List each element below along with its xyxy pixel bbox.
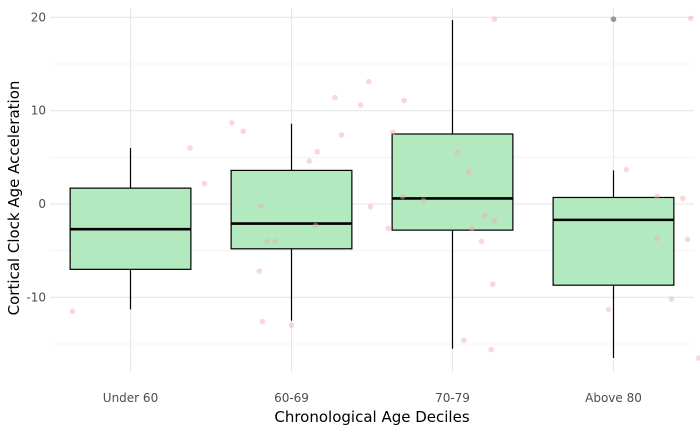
- x-tick-label: 60-69: [274, 391, 309, 405]
- data-point: [454, 149, 461, 156]
- data-point: [259, 318, 266, 325]
- data-point: [264, 238, 271, 245]
- data-point: [201, 180, 208, 187]
- data-point: [314, 148, 321, 155]
- data-point: [696, 355, 700, 361]
- data-point: [491, 218, 498, 224]
- data-point: [623, 166, 630, 173]
- data-point: [312, 222, 319, 229]
- box-above-80: [552, 16, 675, 358]
- box-iqr: [391, 133, 514, 231]
- x-tick-label: 70-79: [435, 391, 470, 405]
- data-point: [605, 306, 612, 313]
- y-tick-labels: -10 0 10 20: [26, 10, 46, 304]
- data-point: [668, 296, 675, 303]
- data-point: [288, 322, 295, 329]
- boxes: [69, 16, 675, 358]
- data-point: [385, 225, 391, 232]
- data-point: [390, 129, 396, 135]
- box-70-79: [391, 20, 514, 349]
- box-60-69: [230, 123, 353, 321]
- jitter-points: [69, 15, 700, 361]
- data-point: [306, 158, 313, 164]
- data-point: [469, 225, 475, 232]
- box-under-60: [69, 148, 192, 310]
- x-tick-labels: Under 60 60-69 70-79 Above 80: [103, 391, 642, 405]
- data-point: [684, 236, 691, 243]
- box-iqr: [230, 169, 353, 250]
- data-point: [420, 197, 427, 204]
- box-iqr: [552, 196, 675, 286]
- data-point: [187, 145, 193, 151]
- y-tick-label: -10: [26, 290, 46, 304]
- y-tick-label: 10: [31, 104, 46, 118]
- data-point: [687, 15, 694, 22]
- x-tick-label: Above 80: [585, 391, 642, 405]
- data-point: [256, 268, 263, 275]
- data-point: [488, 346, 494, 353]
- data-point: [357, 102, 364, 108]
- data-point: [654, 193, 660, 200]
- data-point: [272, 238, 279, 245]
- data-point: [229, 120, 235, 126]
- x-axis-title: Chronological Age Deciles: [274, 408, 469, 426]
- data-point: [258, 203, 264, 209]
- data-point: [338, 132, 345, 138]
- data-point: [679, 195, 686, 202]
- outlier-point: [610, 16, 617, 23]
- data-point: [478, 238, 485, 245]
- x-tick-label: Under 60: [103, 391, 158, 405]
- data-point: [489, 281, 496, 288]
- data-point: [460, 337, 467, 344]
- data-point: [491, 16, 498, 23]
- y-tick-label: 0: [38, 197, 46, 211]
- data-point: [365, 78, 372, 85]
- data-point: [69, 308, 76, 315]
- y-tick-label: 20: [31, 10, 46, 24]
- data-point: [332, 94, 338, 101]
- data-point: [401, 97, 408, 104]
- data-point: [367, 204, 374, 210]
- data-point: [240, 128, 246, 134]
- y-axis-title: Cortical Clock Age Acceleration: [5, 81, 23, 316]
- data-point: [399, 193, 406, 200]
- data-point: [465, 169, 472, 176]
- data-point: [654, 235, 660, 242]
- data-point: [481, 212, 488, 218]
